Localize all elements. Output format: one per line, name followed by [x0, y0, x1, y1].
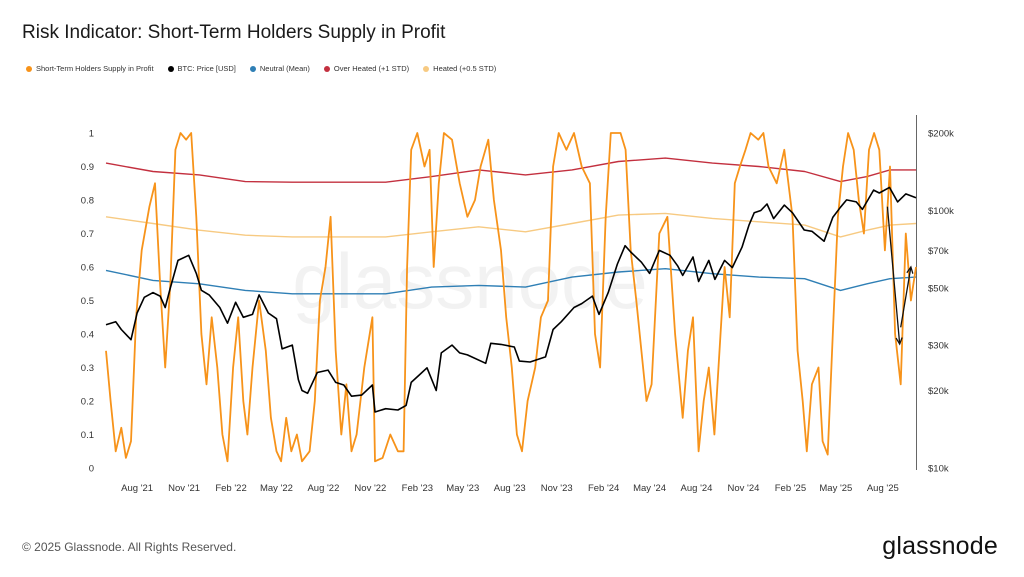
y-right-tick-label: $30k: [928, 341, 949, 352]
x-tick-label: Nov '24: [728, 483, 760, 494]
y-axis-left: 0 0.1 0.2 0.3 0.4 0.5 0.6 0.7 0.8 0.9 1: [81, 129, 94, 475]
brand-logo: glassnode: [882, 532, 998, 560]
x-tick-label: Aug '23: [494, 483, 526, 494]
legend-label-sth-supply: Short-Term Holders Supply in Profit: [36, 64, 154, 73]
y-right-tick-label: $70k: [928, 246, 949, 257]
x-axis: Aug '21 Nov '21 Feb '22 May '22 Aug '22 Nov '…: [121, 483, 899, 494]
x-tick-label: Aug '25: [867, 483, 899, 494]
legend-label-over-heated: Over Heated (+1 STD): [333, 64, 410, 73]
y-right-tick-label: $50k: [928, 284, 949, 295]
y-right-tick-label: $200k: [928, 129, 954, 140]
legend-label-neutral: Neutral (Mean): [259, 64, 310, 73]
x-tick-label: Feb '22: [215, 483, 246, 494]
x-tick-label: Aug '24: [681, 483, 713, 494]
legend-item-neutral[interactable]: Neutral (Mean): [249, 64, 310, 73]
y-left-tick-label: 0.8: [81, 196, 94, 207]
y-right-tick-label: $100k: [928, 206, 954, 217]
x-tick-label: Feb '25: [775, 483, 806, 494]
y-left-tick-label: 0.3: [81, 363, 94, 374]
annotation-arrow-line: [886, 206, 901, 345]
page-title: Risk Indicator: Short-Term Holders Suppl…: [22, 22, 446, 43]
y-left-tick-label: 0.6: [81, 263, 94, 274]
y-axis-right: $10k $20k $30k $50k $70k $100k $200k: [916, 115, 954, 475]
legend-dot-sth-supply: [26, 65, 32, 72]
x-tick-label: Aug '22: [307, 483, 339, 494]
y-right-tick-label: $10k: [928, 464, 949, 475]
x-tick-label: Nov '22: [354, 483, 386, 494]
legend-item-btc-price[interactable]: BTC: Price [USD]: [167, 64, 236, 73]
series-line-over-heated-1-std: [105, 157, 916, 183]
x-tick-label: Aug '21: [121, 483, 153, 494]
chart-legend: Short-Term Holders Supply in Profit BTC:…: [26, 64, 496, 73]
series-layer: [105, 132, 917, 463]
annotation-arrow-head: [906, 265, 914, 274]
copyright-text: © 2025 Glassnode. All Rights Reserved.: [22, 540, 237, 554]
series-line-btc-price-usd: [105, 186, 917, 413]
legend-dot-over-heated: [323, 65, 330, 72]
legend-item-heated[interactable]: Heated (+0.5 STD): [423, 64, 496, 73]
legend-item-over-heated[interactable]: Over Heated (+1 STD): [323, 64, 410, 73]
legend-dot-heated: [423, 65, 430, 72]
x-tick-label: Nov '21: [168, 483, 200, 494]
y-left-tick-label: 0.5: [81, 296, 94, 307]
y-right-tick-label: $20k: [928, 386, 949, 397]
x-tick-label: May '24: [633, 483, 666, 494]
x-tick-label: May '23: [446, 483, 479, 494]
x-tick-label: May '22: [260, 483, 293, 494]
annotation-arrow-line: [900, 266, 912, 328]
y-left-tick-label: 0.7: [81, 229, 94, 240]
y-left-tick-label: 0.2: [81, 397, 94, 408]
x-tick-label: Feb '23: [402, 483, 433, 494]
series-line-heated-0-5-std: [105, 212, 917, 238]
legend-label-heated: Heated (+0.5 STD): [433, 64, 497, 73]
x-tick-label: Feb '24: [588, 483, 619, 494]
annotation-arrow-head: [895, 337, 903, 346]
series-line-short-term-holders-supply-in-profit: [105, 132, 917, 463]
y-left-tick-label: 1: [89, 129, 94, 140]
y-left-tick-label: 0.1: [81, 430, 94, 441]
x-tick-label: Nov '23: [541, 483, 573, 494]
x-tick-label: May '25: [819, 483, 852, 494]
legend-label-btc-price: BTC: Price [USD]: [177, 64, 236, 73]
watermark-text: glassnode: [292, 237, 648, 325]
legend-item-sth-supply[interactable]: Short-Term Holders Supply in Profit: [26, 64, 154, 73]
y-left-tick-label: 0.9: [81, 162, 94, 173]
annotation-layer: [886, 206, 914, 346]
legend-dot-btc-price: [167, 65, 174, 72]
y-left-tick-label: 0: [89, 464, 94, 475]
legend-dot-neutral: [249, 65, 256, 72]
y-left-tick-label: 0.4: [81, 330, 94, 341]
